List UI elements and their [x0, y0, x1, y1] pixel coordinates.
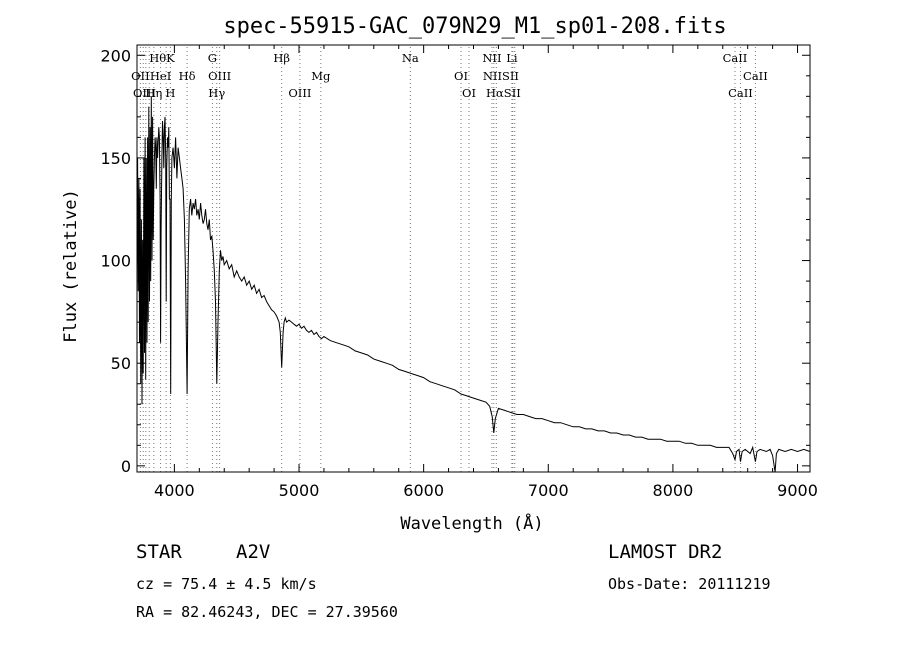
redshift-velocity: cz = 75.4 ± 4.5 km/s	[136, 575, 317, 593]
spectral-line-label: OI	[462, 86, 476, 100]
spectral-line-label: Mg	[311, 69, 331, 83]
x-tick-label: 6000	[403, 481, 444, 500]
spectral-line-label: G	[208, 51, 217, 65]
y-tick-label: 100	[100, 252, 131, 271]
y-tick-label: 50	[111, 354, 131, 373]
x-tick-label: 8000	[653, 481, 694, 500]
spectral-line-label: NIISII	[483, 69, 519, 83]
x-tick-label: 9000	[777, 481, 818, 500]
spectral-line-label: HαSII	[486, 86, 521, 100]
spectral-line-label: Hβ	[273, 51, 290, 65]
spectral-line-label: NII	[482, 51, 501, 65]
spectral-line-label: Hη	[145, 86, 162, 100]
coordinates: RA = 82.46243, DEC = 27.39560	[136, 603, 398, 621]
spectral-line-label: Na	[402, 51, 419, 65]
spectral-line-label: Hδ	[179, 69, 196, 83]
observation-date: Obs-Date: 20111219	[608, 575, 771, 593]
survey-name: LAMOST DR2	[608, 541, 723, 563]
plot-frame	[136, 44, 811, 473]
y-tick-label: 200	[100, 46, 131, 65]
spectral-subclass: A2V	[236, 541, 271, 563]
spectral-line-label: H	[165, 86, 175, 100]
x-tick-label: 5000	[279, 481, 320, 500]
y-tick-label: 0	[121, 457, 131, 476]
spectrum-line	[136, 96, 811, 473]
spectral-line-label: OI	[454, 69, 468, 83]
spectral-line-label: CaII	[723, 51, 748, 65]
spectral-line-label: K	[166, 51, 175, 65]
marker-lines	[139, 47, 756, 472]
spectral-line-label: CaII	[728, 86, 753, 100]
x-axis-title: Wavelength (Å)	[400, 512, 543, 534]
object-class: STAR	[136, 541, 182, 563]
spectral-line-label: OIII	[208, 69, 231, 83]
x-tick-label: 4000	[154, 481, 195, 500]
axis-ticks: 4000 5000 6000 7000 8000 9000 0 50 100 150 200	[100, 45, 818, 500]
spectral-line-label: HeI	[150, 69, 171, 83]
spectral-line-label: Li	[506, 51, 518, 65]
spectral-line-label: Hγ	[208, 86, 225, 100]
spectral-line-label: OIII	[288, 86, 311, 100]
chart-title: spec-55915-GAC_079N29_M1_sp01-208.fits	[223, 14, 726, 39]
spectral-line-label: CaII	[743, 69, 768, 83]
y-axis-title: Flux (relative)	[61, 189, 81, 343]
y-tick-label: 150	[100, 149, 131, 168]
x-tick-label: 7000	[528, 481, 569, 500]
spectral-line-label: Hθ	[149, 51, 166, 65]
